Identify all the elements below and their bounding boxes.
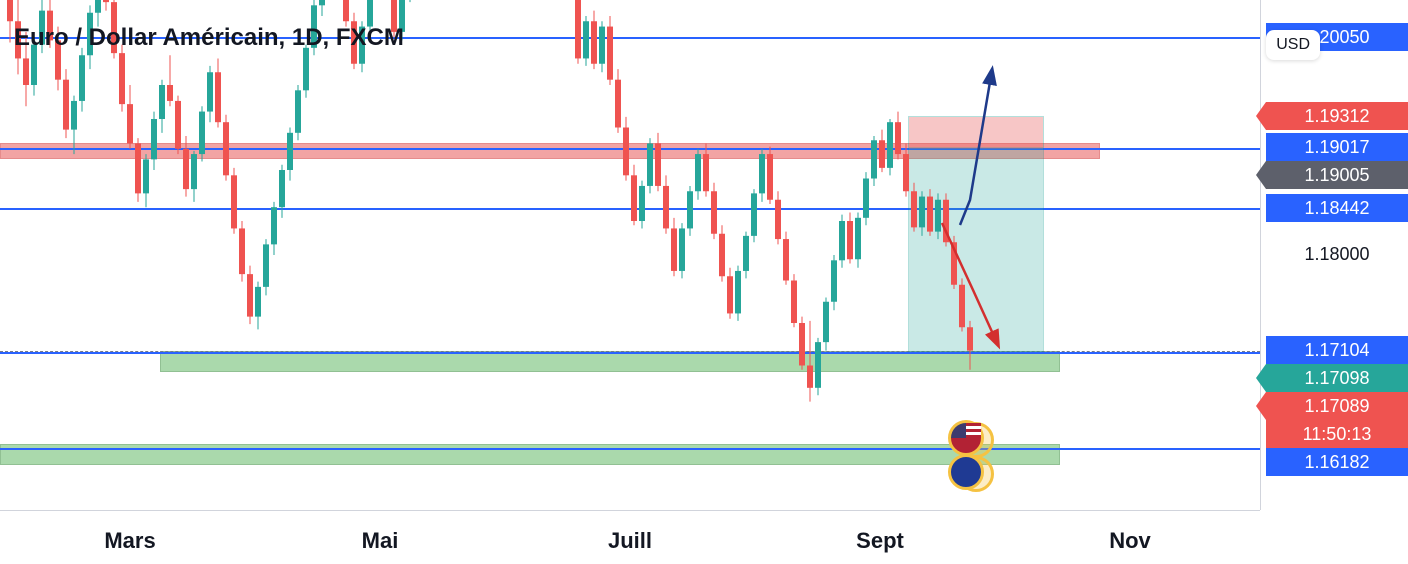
price-tag: 1.19312 (1266, 102, 1408, 130)
price-tag: 1.17104 (1266, 336, 1408, 364)
price-tag: 1.19017 (1266, 133, 1408, 161)
candlestick-series (0, 0, 1260, 510)
hline (0, 148, 1260, 150)
price-tick: 1.18000 (1266, 244, 1408, 265)
price-tag: 1.17089 (1266, 392, 1408, 420)
hline (0, 208, 1260, 210)
month-label: Mai (362, 528, 399, 554)
month-label: Mars (104, 528, 155, 554)
forecast-arrows (0, 0, 1260, 510)
month-label: Sept (856, 528, 904, 554)
month-label: Nov (1109, 528, 1151, 554)
current-price-line (0, 351, 1260, 352)
price-tag: 1.19005 (1266, 161, 1408, 189)
chart-area[interactable]: Euro / Dollar Américain, 1D, FXCM (0, 0, 1260, 510)
price-tag: 11:50:13 (1266, 420, 1408, 448)
price-tag: 1.17098 (1266, 364, 1408, 392)
time-axis[interactable]: Mars Mai Juill Sept Nov (0, 510, 1260, 564)
month-label: Juill (608, 528, 652, 554)
price-axis[interactable]: USD 1.200501.193121.190171.190051.184421… (1260, 0, 1408, 510)
currency-badge[interactable]: USD (1266, 30, 1320, 60)
symbol-title: Euro / Dollar Américain, 1D, FXCM (14, 24, 404, 52)
hline (0, 352, 1260, 354)
price-tag: 1.16182 (1266, 448, 1408, 476)
hline (0, 448, 1260, 450)
eur-flag-icon (948, 454, 984, 490)
forecast-position-box (908, 116, 1044, 352)
currency-pair-icon (948, 420, 984, 488)
price-tag: 1.18442 (1266, 194, 1408, 222)
usd-flag-icon (948, 420, 984, 456)
support-zone-1 (160, 351, 1060, 372)
